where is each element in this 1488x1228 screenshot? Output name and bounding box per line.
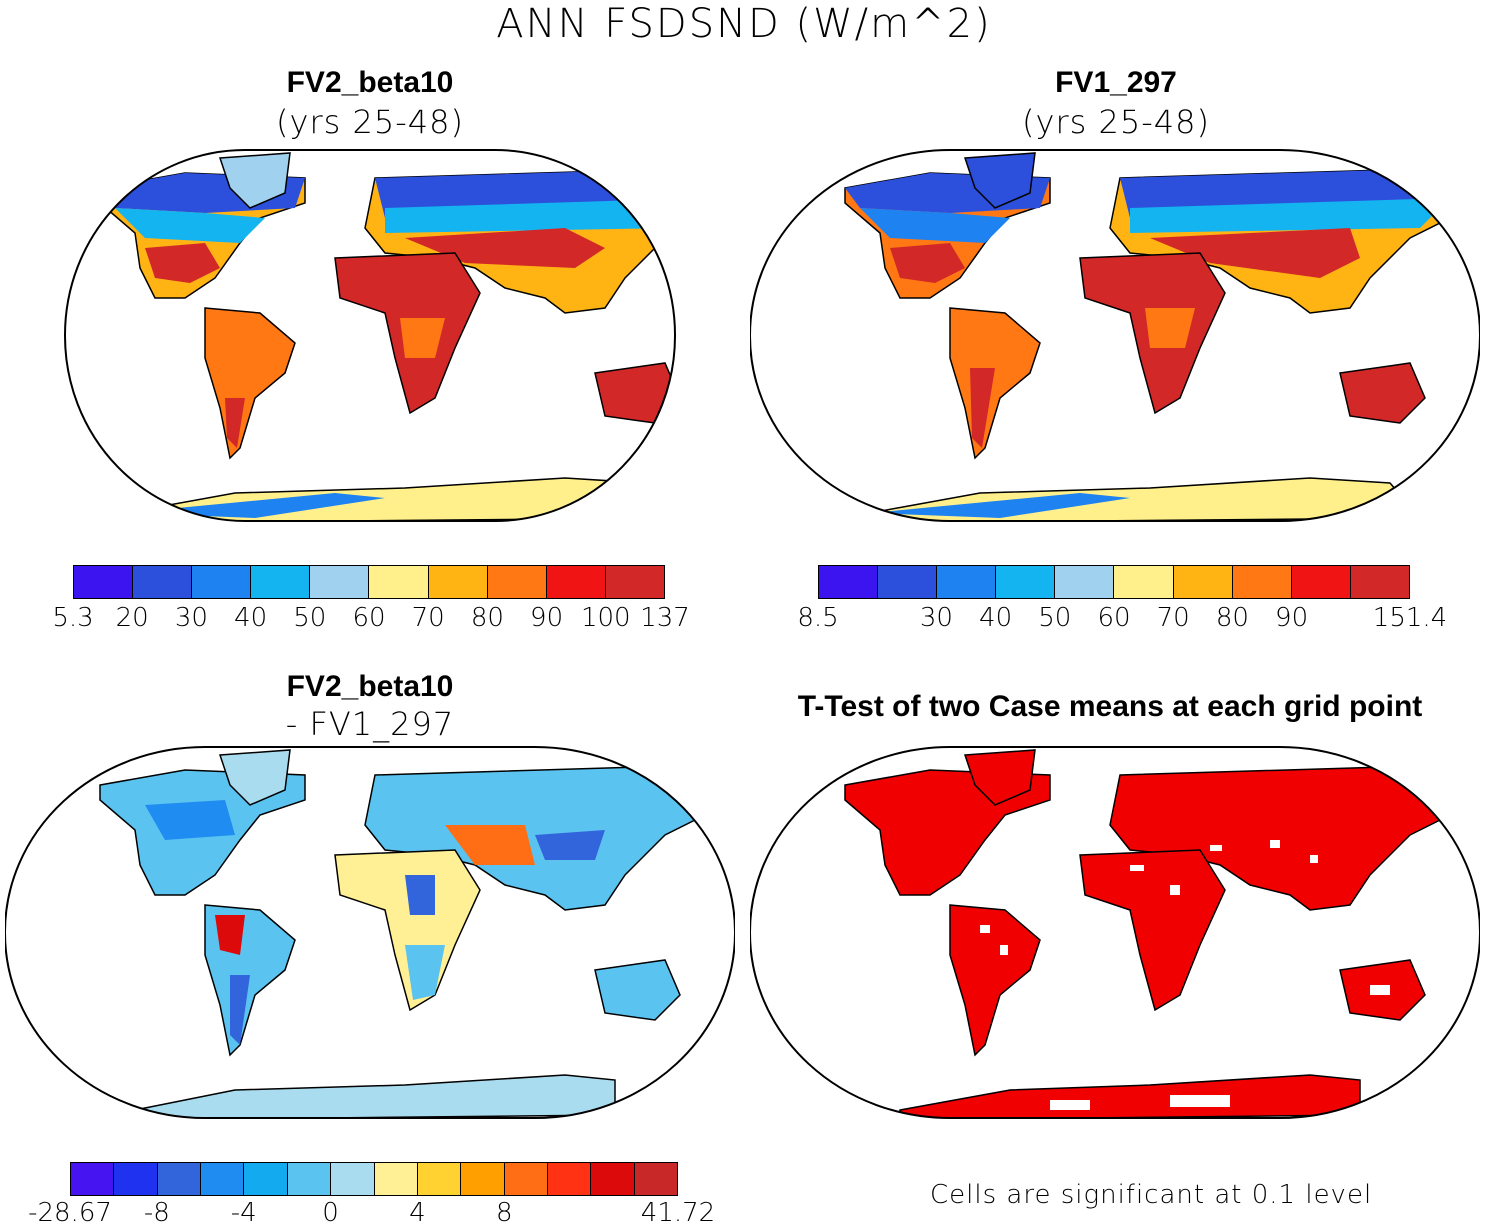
colorbar-swatch	[591, 1163, 635, 1195]
colorbar-fv1-297	[818, 565, 1410, 599]
colorbar-swatch	[1055, 566, 1115, 598]
colorbar-tick-label: 90	[1275, 603, 1309, 633]
colorbar-swatch	[310, 566, 370, 598]
colorbar-swatch	[251, 566, 311, 598]
colorbar-tick-label: 8.5	[797, 603, 839, 633]
colorbar-swatch	[192, 566, 252, 598]
colorbar-tick-label: -4	[230, 1198, 257, 1228]
panel4-title: T-Test of two Case means at each grid po…	[797, 690, 1423, 723]
colorbar-swatch	[937, 566, 997, 598]
colorbar-tick-label: 41.72	[640, 1198, 716, 1228]
colorbar-swatch	[133, 566, 193, 598]
colorbar-swatch	[1350, 566, 1409, 598]
colorbar-swatch	[1232, 566, 1292, 598]
colorbar-swatch	[244, 1163, 288, 1195]
colorbar-swatch	[114, 1163, 158, 1195]
colorbar-difference	[70, 1162, 678, 1196]
colorbar-swatch	[331, 1163, 375, 1195]
colorbar-tick-label: 151.4	[1372, 603, 1448, 633]
colorbar-swatch	[1114, 566, 1174, 598]
colorbar-swatch	[605, 566, 664, 598]
colorbar-swatch	[201, 1163, 245, 1195]
map-difference	[5, 746, 735, 1119]
colorbar-tick-label: 40	[979, 603, 1013, 633]
panel1-title: FV2_beta10	[286, 66, 454, 99]
colorbar-tick-label: 0	[322, 1198, 339, 1228]
colorbar-swatch	[547, 1163, 592, 1195]
panel3-title: FV2_beta10	[286, 670, 454, 703]
colorbar-swatch	[74, 566, 134, 598]
panel3-subtitle: - FV1_297	[285, 705, 455, 743]
colorbar-swatch	[461, 1163, 505, 1195]
panel2-title: FV1_297	[1055, 66, 1177, 99]
colorbar-tick-label: 60	[1097, 603, 1131, 633]
colorbar-tick-label: 20	[115, 603, 149, 633]
colorbar-tick-label: 8	[496, 1198, 513, 1228]
colorbar-swatch	[417, 1163, 462, 1195]
page-title: ANN FSDSND (W/m^2)	[496, 1, 992, 47]
significance-note: Cells are significant at 0.1 level	[930, 1180, 1373, 1210]
colorbar-tick-label: 90	[530, 603, 564, 633]
colorbar-swatch	[287, 1163, 332, 1195]
colorbar-tick-label: 50	[1038, 603, 1072, 633]
colorbar-swatch	[634, 1163, 678, 1195]
map-ttest	[750, 746, 1480, 1119]
map-fv1-297	[750, 149, 1480, 522]
colorbar-tick-label: -8	[143, 1198, 170, 1228]
colorbar-tick-label: 60	[352, 603, 386, 633]
colorbar-tick-label: 40	[234, 603, 268, 633]
colorbar-swatch	[71, 1163, 115, 1195]
colorbar-tick-label: 70	[1156, 603, 1190, 633]
colorbar-swatch	[374, 1163, 418, 1195]
colorbar-swatch	[157, 1163, 202, 1195]
map-fv2-beta10	[64, 149, 676, 522]
colorbar-tick-label: -28.67	[28, 1198, 112, 1228]
colorbar-swatch	[369, 566, 429, 598]
colorbar-tick-label: 4	[409, 1198, 426, 1228]
colorbar-tick-label: 80	[470, 603, 504, 633]
panel1-subtitle: (yrs 25-48)	[276, 103, 464, 141]
colorbar-swatch	[1291, 566, 1351, 598]
colorbar-tick-label: 80	[1215, 603, 1249, 633]
colorbar-tick-label: 100	[580, 603, 631, 633]
colorbar-tick-label: 137	[640, 603, 690, 633]
colorbar-swatch	[996, 566, 1056, 598]
colorbar-tick-label: 30	[174, 603, 208, 633]
colorbar-swatch	[819, 566, 879, 598]
colorbar-tick-label: 50	[293, 603, 327, 633]
panel2-subtitle: (yrs 25-48)	[1022, 103, 1210, 141]
colorbar-fv2-beta10	[73, 565, 665, 599]
colorbar-tick-label: 70	[411, 603, 445, 633]
colorbar-swatch	[504, 1163, 548, 1195]
colorbar-swatch	[1173, 566, 1233, 598]
colorbar-swatch	[428, 566, 488, 598]
colorbar-tick-label: 30	[919, 603, 953, 633]
colorbar-swatch	[487, 566, 547, 598]
colorbar-swatch	[878, 566, 938, 598]
colorbar-tick-label: 5.3	[52, 603, 94, 633]
colorbar-swatch	[546, 566, 606, 598]
